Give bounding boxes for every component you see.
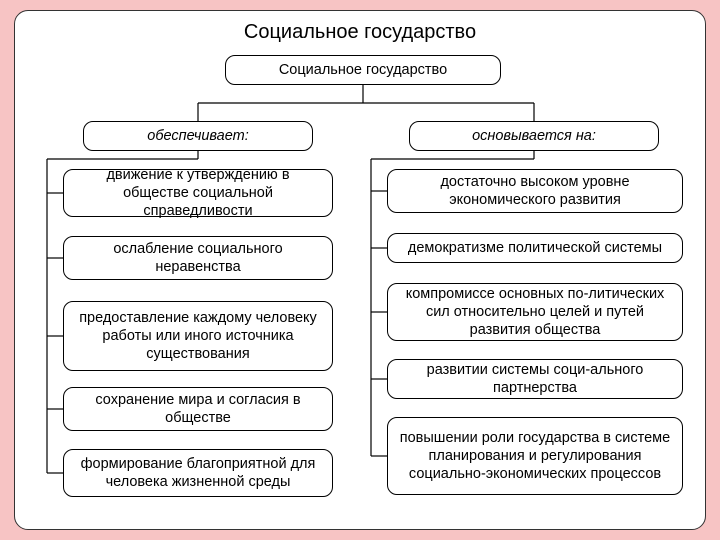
left-branch-head: обеспечивает: [83,121,313,151]
root-node: Социальное государство [225,55,501,85]
left-item: движение к утверждению в обществе социал… [63,169,333,217]
left-item: предоставление каждому человеку работы и… [63,301,333,371]
left-item: ослабление социального неравенства [63,236,333,280]
left-item: сохранение мира и согласия в обществе [63,387,333,431]
right-branch-head: основывается на: [409,121,659,151]
right-item: достаточно высоком уровне экономического… [387,169,683,213]
left-item: формирование благоприятной для человека … [63,449,333,497]
right-item: компромиссе основных по-литических сил о… [387,283,683,341]
right-item: повышении роли государства в системе пла… [387,417,683,495]
right-item: развитии системы соци-ального партнерств… [387,359,683,399]
slide-frame: Социальное государство Социальное госуда… [14,10,706,530]
page-title: Социальное государство [15,21,705,44]
right-item: демократизме политической системы [387,233,683,263]
